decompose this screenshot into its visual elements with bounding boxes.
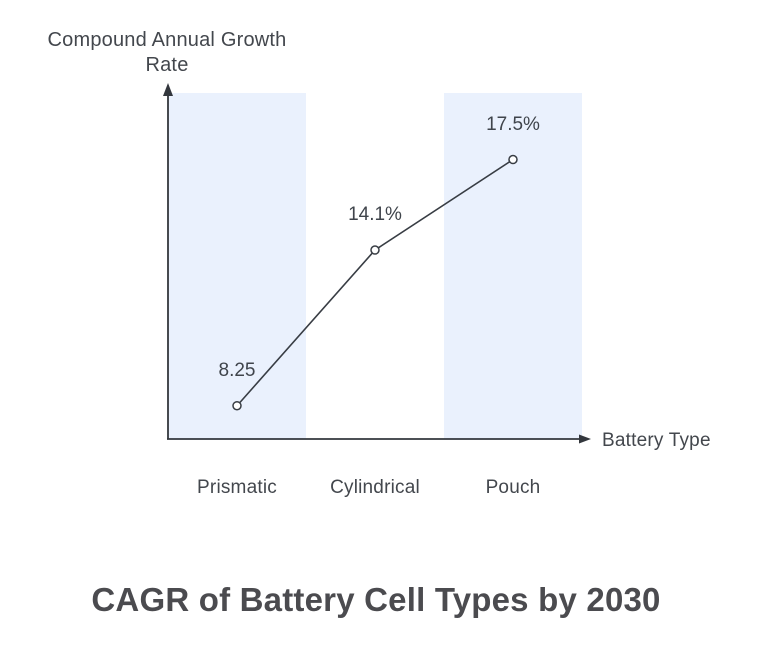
data-label-prismatic: 8.25 [218,359,256,381]
x-tick-cylindrical: Cylindrical [330,477,420,498]
y-axis-title: Compound Annual Growth Rate [48,28,287,78]
y-axis-title-line1: Compound Annual Growth [47,29,287,51]
data-point-pouch [508,154,518,165]
chart-title: CAGR of Battery Cell Types by 2030 [91,581,661,618]
y-axis-title-line2: Rate [145,54,189,76]
data-point-cylindrical [370,245,380,255]
highlight-band-pouch [444,93,582,439]
y-axis-arrowhead [163,83,173,96]
data-label-cylindrical: 14.1% [348,204,402,226]
x-tick-pouch: Pouch [485,477,541,498]
x-axis-arrowhead [579,434,591,444]
data-label-pouch: 17.5% [486,113,540,135]
x-tick-prismatic: Prismatic [197,477,277,498]
x-axis-title: Battery Type [602,430,711,451]
highlight-band-prismatic [168,93,306,439]
data-point-prismatic [232,400,242,411]
